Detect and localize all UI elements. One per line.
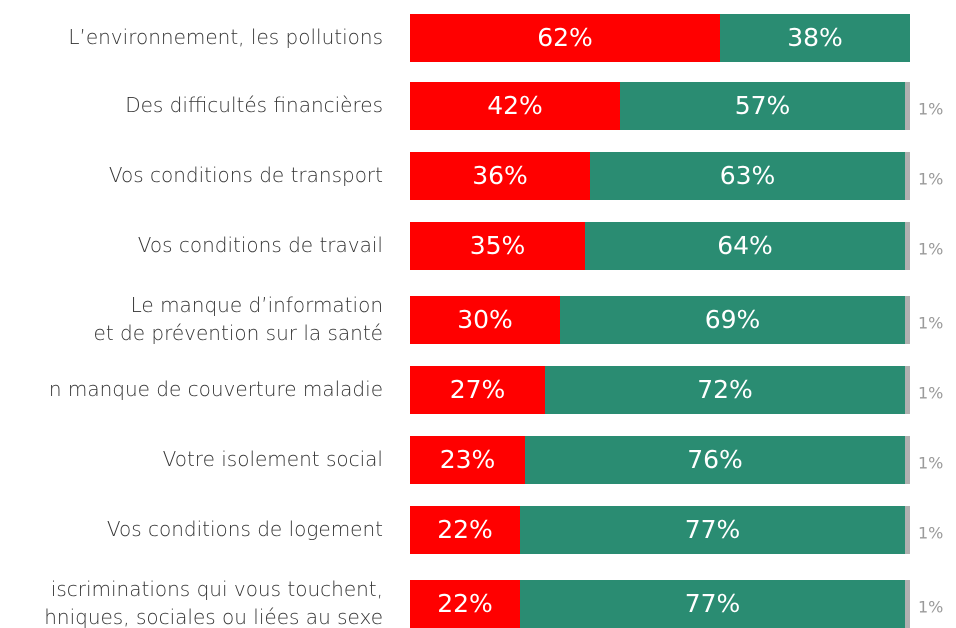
category-label: Des difficultés financières bbox=[125, 93, 383, 117]
value-label: 76% bbox=[687, 445, 743, 474]
value-label: 22% bbox=[437, 515, 493, 544]
value-label: 1% bbox=[918, 170, 943, 189]
bar-segment bbox=[525, 436, 905, 484]
category-line: iscriminations qui vous touchent, bbox=[51, 577, 383, 601]
value-label: 30% bbox=[457, 305, 513, 334]
value-label: 62% bbox=[537, 23, 593, 52]
bar-segment bbox=[410, 436, 525, 484]
category-label: Vos conditions de logement bbox=[107, 517, 383, 541]
value-label: 1% bbox=[918, 524, 943, 543]
category-line: Vos conditions de travail bbox=[138, 233, 383, 257]
bar-segment bbox=[905, 366, 910, 414]
category-label: L’environnement, les pollutions bbox=[68, 25, 383, 49]
category-label: Votre isolement social bbox=[163, 447, 383, 471]
bar-segment bbox=[585, 222, 905, 270]
value-label: 22% bbox=[437, 589, 493, 618]
value-label: 77% bbox=[685, 589, 741, 618]
category-label: n manque de couverture maladie bbox=[49, 377, 383, 401]
bar-segment bbox=[590, 152, 905, 200]
category-line: hniques, sociales ou liées au sexe bbox=[44, 605, 383, 628]
category-line: Vos conditions de transport bbox=[109, 163, 383, 187]
value-label: 1% bbox=[918, 240, 943, 259]
value-label: 64% bbox=[717, 231, 773, 260]
value-label: 38% bbox=[787, 23, 843, 52]
bar-segment bbox=[720, 14, 910, 62]
category-line: Vos conditions de logement bbox=[107, 517, 383, 541]
value-label: 72% bbox=[697, 375, 753, 404]
bar-segment bbox=[905, 222, 910, 270]
value-label: 27% bbox=[450, 375, 506, 404]
bar-segment bbox=[410, 366, 545, 414]
value-label: 1% bbox=[918, 100, 943, 119]
category-line: et de prévention sur la santé bbox=[94, 321, 383, 345]
bar-segment bbox=[410, 82, 620, 130]
value-label: 57% bbox=[735, 91, 791, 120]
category-line: Des difficultés financières bbox=[125, 93, 383, 117]
value-label: 1% bbox=[918, 314, 943, 333]
bar-segment bbox=[905, 296, 910, 344]
bar-segment bbox=[905, 82, 910, 130]
value-label: 1% bbox=[918, 598, 943, 617]
value-label: 1% bbox=[918, 454, 943, 473]
category-label: iscriminations qui vous touchent, hniques… bbox=[44, 577, 383, 628]
category-label: Vos conditions de travail bbox=[138, 233, 383, 257]
bar-segment bbox=[520, 580, 905, 628]
bar-segment bbox=[410, 296, 560, 344]
category-line: Votre isolement social bbox=[163, 447, 383, 471]
bar-segment bbox=[905, 152, 910, 200]
bar-segment bbox=[560, 296, 905, 344]
bar-segment bbox=[620, 82, 905, 130]
bar-segment bbox=[520, 506, 905, 554]
category-line: n manque de couverture maladie bbox=[49, 377, 383, 401]
value-label: 42% bbox=[487, 91, 543, 120]
value-label: 69% bbox=[705, 305, 761, 334]
bar-segment bbox=[410, 506, 520, 554]
category-line: Le manque d’information bbox=[131, 293, 383, 317]
bar-segment bbox=[905, 436, 910, 484]
value-label: 77% bbox=[685, 515, 741, 544]
bar-segment bbox=[410, 152, 590, 200]
category-label: Le manque d’information et de prévention … bbox=[94, 293, 383, 345]
bar-segment bbox=[905, 580, 910, 628]
bar-segment bbox=[905, 506, 910, 554]
value-label: 63% bbox=[720, 161, 776, 190]
bar-segment bbox=[410, 222, 585, 270]
bar-segment bbox=[410, 14, 720, 62]
value-label: 23% bbox=[440, 445, 496, 474]
category-label: Vos conditions de transport bbox=[109, 163, 383, 187]
value-label: 1% bbox=[918, 384, 943, 403]
bar-segment bbox=[410, 580, 520, 628]
value-label: 36% bbox=[472, 161, 528, 190]
category-line: L’environnement, les pollutions bbox=[68, 25, 383, 49]
value-label: 35% bbox=[470, 231, 526, 260]
bar-segment bbox=[545, 366, 905, 414]
